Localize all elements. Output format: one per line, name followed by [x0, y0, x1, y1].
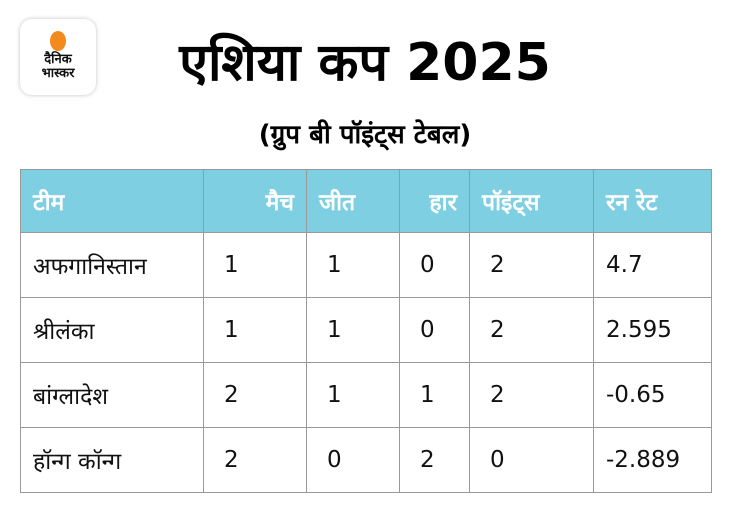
- header-matches: मैच: [203, 169, 307, 233]
- cell-wins: 1: [306, 232, 400, 298]
- header-run-rate: रन रेट: [593, 169, 712, 233]
- cell-run-rate: -2.889: [593, 427, 712, 493]
- cell-run-rate: 4.7: [593, 232, 712, 298]
- cell-points: 2: [469, 362, 594, 428]
- cell-points: 2: [469, 297, 594, 363]
- cell-matches: 2: [203, 427, 307, 493]
- cell-wins: 1: [306, 362, 400, 428]
- cell-losses: 2: [399, 427, 470, 493]
- cell-matches: 1: [203, 297, 307, 363]
- table-row: अफगानिस्तान 1 1 0 2 4.7: [20, 232, 712, 298]
- dainik-bhaskar-logo: दैनिक भास्कर: [20, 19, 96, 95]
- cell-matches: 1: [203, 232, 307, 298]
- cell-losses: 0: [399, 297, 470, 363]
- sun-icon: [50, 31, 66, 51]
- cell-run-rate: -0.65: [593, 362, 712, 428]
- cell-points: 0: [469, 427, 594, 493]
- cell-team: श्रीलंका: [20, 297, 204, 363]
- table-row: हॉन्ग कॉन्ग 2 0 2 0 -2.889: [20, 427, 712, 493]
- logo-text-2: भास्कर: [41, 66, 75, 81]
- header-wins: जीत: [306, 169, 400, 233]
- page-subtitle: (ग्रुप बी पॉइंट्स टेबल): [258, 120, 472, 150]
- cell-points: 2: [469, 232, 594, 298]
- cell-matches: 2: [203, 362, 307, 428]
- cell-losses: 1: [399, 362, 470, 428]
- logo-text-1: दैनिक: [44, 52, 72, 67]
- header-points: पॉइंट्स: [469, 169, 594, 233]
- cell-wins: 1: [306, 297, 400, 363]
- cell-team: हॉन्ग कॉन्ग: [20, 427, 204, 493]
- cell-team: अफगानिस्तान: [20, 232, 204, 298]
- cell-losses: 0: [399, 232, 470, 298]
- page-title: एशिया कप 2025: [179, 33, 551, 93]
- points-table: टीम मैच जीत हार पॉइंट्स रन रेट अफगानिस्त…: [20, 169, 712, 493]
- cell-run-rate: 2.595: [593, 297, 712, 363]
- cell-wins: 0: [306, 427, 400, 493]
- header-losses: हार: [399, 169, 470, 233]
- cell-team: बांग्लादेश: [20, 362, 204, 428]
- header-row: टीम मैच जीत हार पॉइंट्स रन रेट: [20, 169, 712, 233]
- table-row: बांग्लादेश 2 1 1 2 -0.65: [20, 362, 712, 428]
- header-team: टीम: [20, 169, 204, 233]
- table-row: श्रीलंका 1 1 0 2 2.595: [20, 297, 712, 363]
